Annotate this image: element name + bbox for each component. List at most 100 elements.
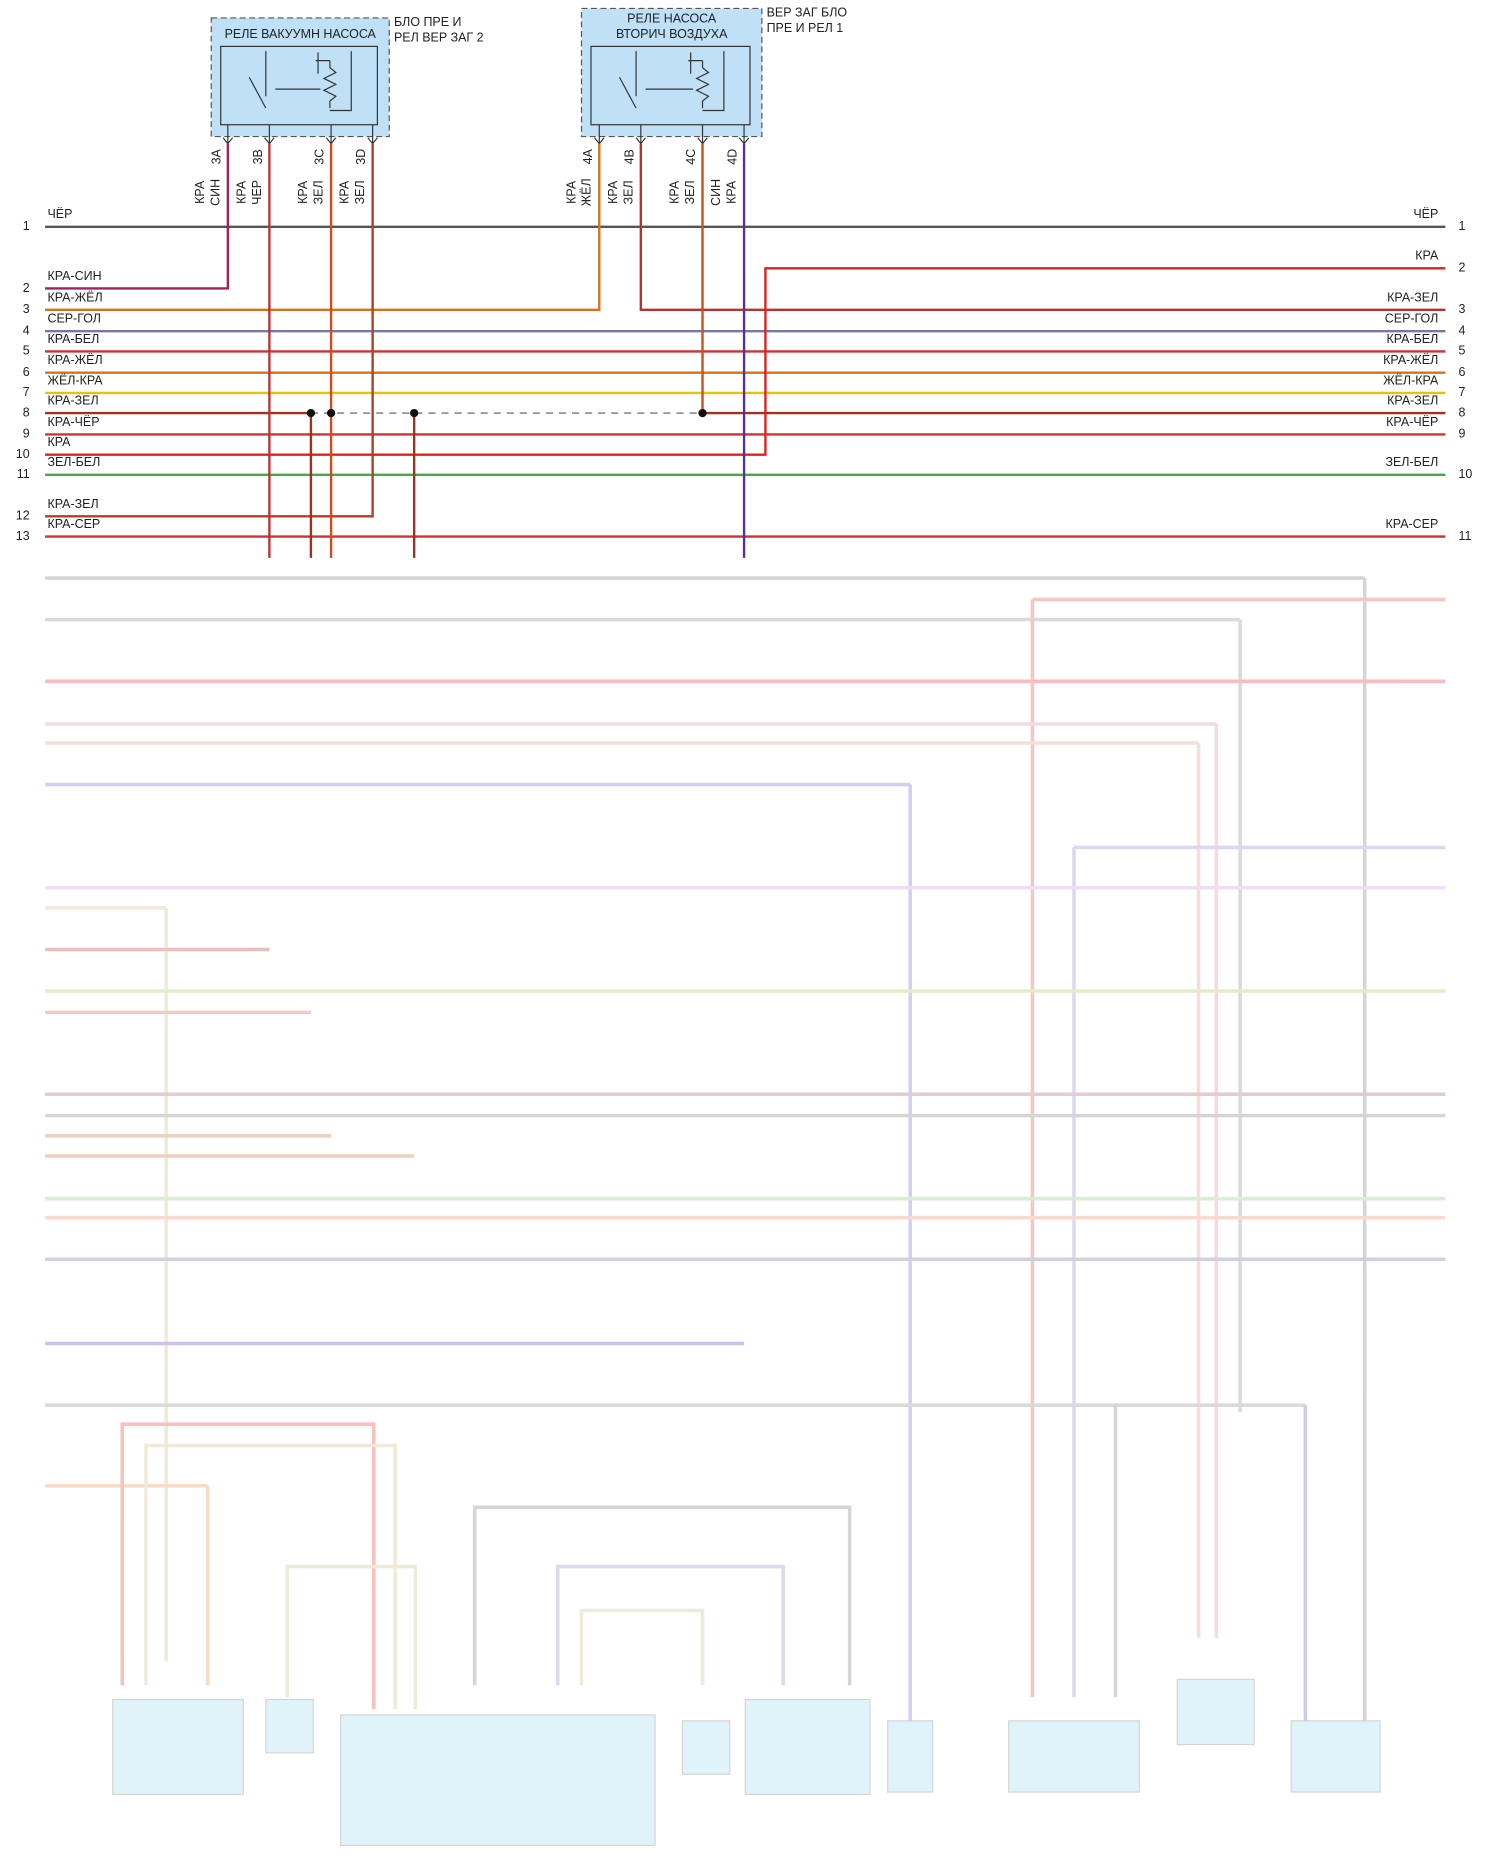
right-wire-label: КРА-СЕР (1385, 517, 1438, 531)
left-pin-number: 12 (16, 509, 30, 523)
left-wire-label: ЗЕЛ-БЕЛ (47, 455, 100, 469)
pin-wire-color: ЗЕЛ (683, 180, 697, 204)
left-pin-number: 6 (23, 365, 30, 379)
left-wire-label: ЧЁР (47, 207, 72, 221)
right-pin-number: 1 (1458, 219, 1465, 233)
wire (45, 143, 374, 518)
relay-switch (248, 51, 321, 109)
right-wire-label: КРА-БЕЛ (1386, 332, 1438, 346)
pin-wire-color: КРА (193, 180, 207, 204)
left-wire-label: КРА-ЗЕЛ (47, 497, 98, 511)
relay-note: РЕЛ ВЕР ЗАГ 2 (394, 30, 484, 44)
pin-id: 4D (726, 149, 740, 165)
left-pin-number: 2 (23, 281, 30, 295)
pin-wire-color: КРА (606, 180, 620, 204)
right-wire-label: ЧЁР (1413, 207, 1438, 221)
left-pin-number: 3 (23, 302, 30, 316)
right-pin-number: 4 (1458, 324, 1465, 338)
pin-wire-color: ЖЁЛ (580, 178, 594, 206)
splice-dot (306, 408, 316, 418)
right-pin-number: 7 (1458, 385, 1465, 399)
relay-coil (315, 51, 352, 112)
left-pin-number: 7 (23, 385, 30, 399)
pin-wire-color: ЗЕЛ (353, 180, 367, 204)
pin-id: 3C (313, 149, 327, 165)
left-wire-label: КРА-БЕЛ (47, 332, 99, 346)
relay-switch (618, 51, 694, 109)
splice-dot (410, 408, 419, 418)
right-wire-label: КРА-ЗЕЛ (1387, 394, 1438, 408)
pin-wire-color: КРА (234, 180, 248, 204)
relay-note: ПРЕ И РЕЛ 1 (767, 21, 844, 35)
pin-wire-color: КРА (668, 180, 682, 204)
relay-title: ВТОРИЧ ВОЗДУХА (616, 27, 728, 41)
right-wire-label: КРА (1415, 249, 1439, 263)
pin-wire-color: КРА (338, 180, 352, 204)
left-pin-number: 13 (16, 529, 30, 543)
right-wire-label: ЖЁЛ-КРА (1383, 373, 1439, 387)
wires (45, 143, 1446, 558)
left-wire-label: КРА-СИН (47, 269, 101, 283)
relay-box (580, 7, 763, 138)
pin-wire-color: СИН (208, 179, 222, 206)
left-pin-number: 8 (23, 405, 30, 419)
pin-wire-color: КРА (296, 180, 310, 204)
right-wire-label: КРА-ЖЁЛ (1383, 353, 1438, 367)
right-pin-number: 3 (1458, 302, 1465, 316)
right-wire-label: КРА-ЗЕЛ (1387, 290, 1438, 304)
pin-id: 4C (684, 149, 698, 165)
relay-box (210, 17, 390, 138)
relay-inner (590, 45, 751, 126)
right-pin-number: 10 (1458, 467, 1472, 481)
right-wire-label: СЕР-ГОЛ (1385, 312, 1439, 326)
relay-coil (688, 51, 725, 112)
pin-wire-color: КРА (564, 180, 578, 204)
pin-id: 3B (251, 149, 265, 164)
wire (45, 143, 601, 312)
right-pin-number: 2 (1458, 261, 1465, 275)
pin-wire-color: ЧЕР (250, 180, 264, 205)
left-pin-number: 4 (23, 324, 30, 338)
right-pin-number: 6 (1458, 365, 1465, 379)
relay-title: РЕЛЕ ВАКУУМН НАСОСА (225, 27, 377, 41)
left-pin-number: 10 (16, 447, 30, 461)
wire (45, 267, 1446, 456)
left-wire-label: КРА-ЧЁР (47, 415, 99, 429)
wire (45, 143, 230, 290)
right-pin-number: 9 (1458, 427, 1465, 441)
left-pin-number: 9 (23, 427, 30, 441)
right-wire-label: КРА-ЧЁР (1386, 415, 1438, 429)
left-wire-label: КРА-ЖЁЛ (47, 290, 102, 304)
left-wire-label: ЖЁЛ-КРА (47, 373, 103, 387)
right-pin-number: 11 (1458, 529, 1471, 543)
left-wire-label: СЕР-ГОЛ (47, 312, 101, 326)
left-wire-label: КРА-ЖЁЛ (47, 353, 102, 367)
left-pin-number: 5 (23, 344, 30, 358)
left-wire-label: КРА (47, 435, 71, 449)
wire (639, 143, 1446, 312)
left-pin-number: 11 (17, 467, 30, 481)
pin-id: 3D (354, 149, 368, 165)
relay-note: ВЕР ЗАГ БЛО (767, 5, 848, 19)
right-wire-label: ЗЕЛ-БЕЛ (1385, 455, 1438, 469)
blurred-lower-section (45, 576, 1446, 1847)
splice-dot (698, 408, 707, 418)
pin-wire-color: СИН (709, 179, 723, 206)
relay-note: БЛО ПРЕ И (394, 15, 461, 29)
pin-id: 3A (209, 148, 223, 164)
splice-dot (326, 408, 336, 418)
relay-title: РЕЛЕ НАСОСА (627, 11, 717, 25)
pin-wire-color: ЗЕЛ (312, 180, 326, 204)
left-pin-number: 1 (23, 219, 30, 233)
pin-wire-color: ЗЕЛ (621, 180, 635, 204)
pin-wire-color: КРА (724, 180, 738, 204)
left-wire-label: КРА-СЕР (47, 517, 100, 531)
right-pin-number: 5 (1458, 344, 1465, 358)
pin-id: 4A (581, 148, 595, 164)
right-pin-number: 8 (1458, 405, 1465, 419)
relays (210, 7, 763, 145)
pin-id: 4B (622, 149, 636, 164)
